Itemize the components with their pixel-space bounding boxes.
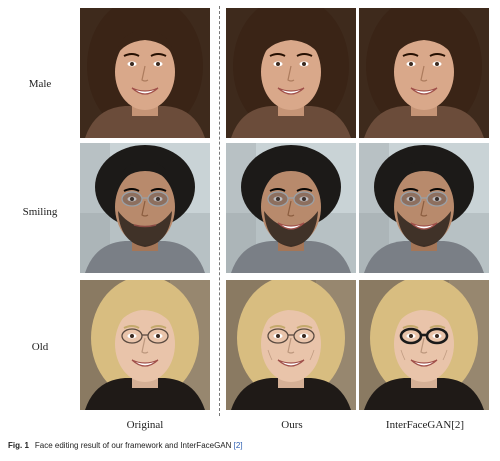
caption-text: Face editing result of our framework and… <box>34 441 232 450</box>
face-image-smiling-original <box>80 143 210 273</box>
figure-number: Fig. 1 <box>8 441 29 450</box>
col-label-interfacegan: InterFaceGAN[2] <box>385 419 465 431</box>
face-image-smiling-ours <box>226 143 356 273</box>
column-divider <box>219 6 220 416</box>
face-image-old-ours <box>226 280 356 410</box>
figure-caption: Fig. 1 Face editing result of our framewo… <box>8 441 243 450</box>
col-label-ours: Ours <box>281 419 303 431</box>
face-image-male-interfacegan <box>359 8 489 138</box>
face-image-smiling-interfacegan <box>359 143 489 273</box>
face-image-old-interfacegan <box>359 280 489 410</box>
row-label-smiling: Smiling <box>22 206 58 218</box>
face-image-male-ours <box>226 8 356 138</box>
row-label-male: Male <box>28 78 52 90</box>
caption-reference-link[interactable]: [2] <box>233 441 243 450</box>
face-image-old-original <box>80 280 210 410</box>
row-label-old: Old <box>31 341 49 353</box>
col-label-original: Original <box>126 419 164 431</box>
face-image-male-original <box>80 8 210 138</box>
